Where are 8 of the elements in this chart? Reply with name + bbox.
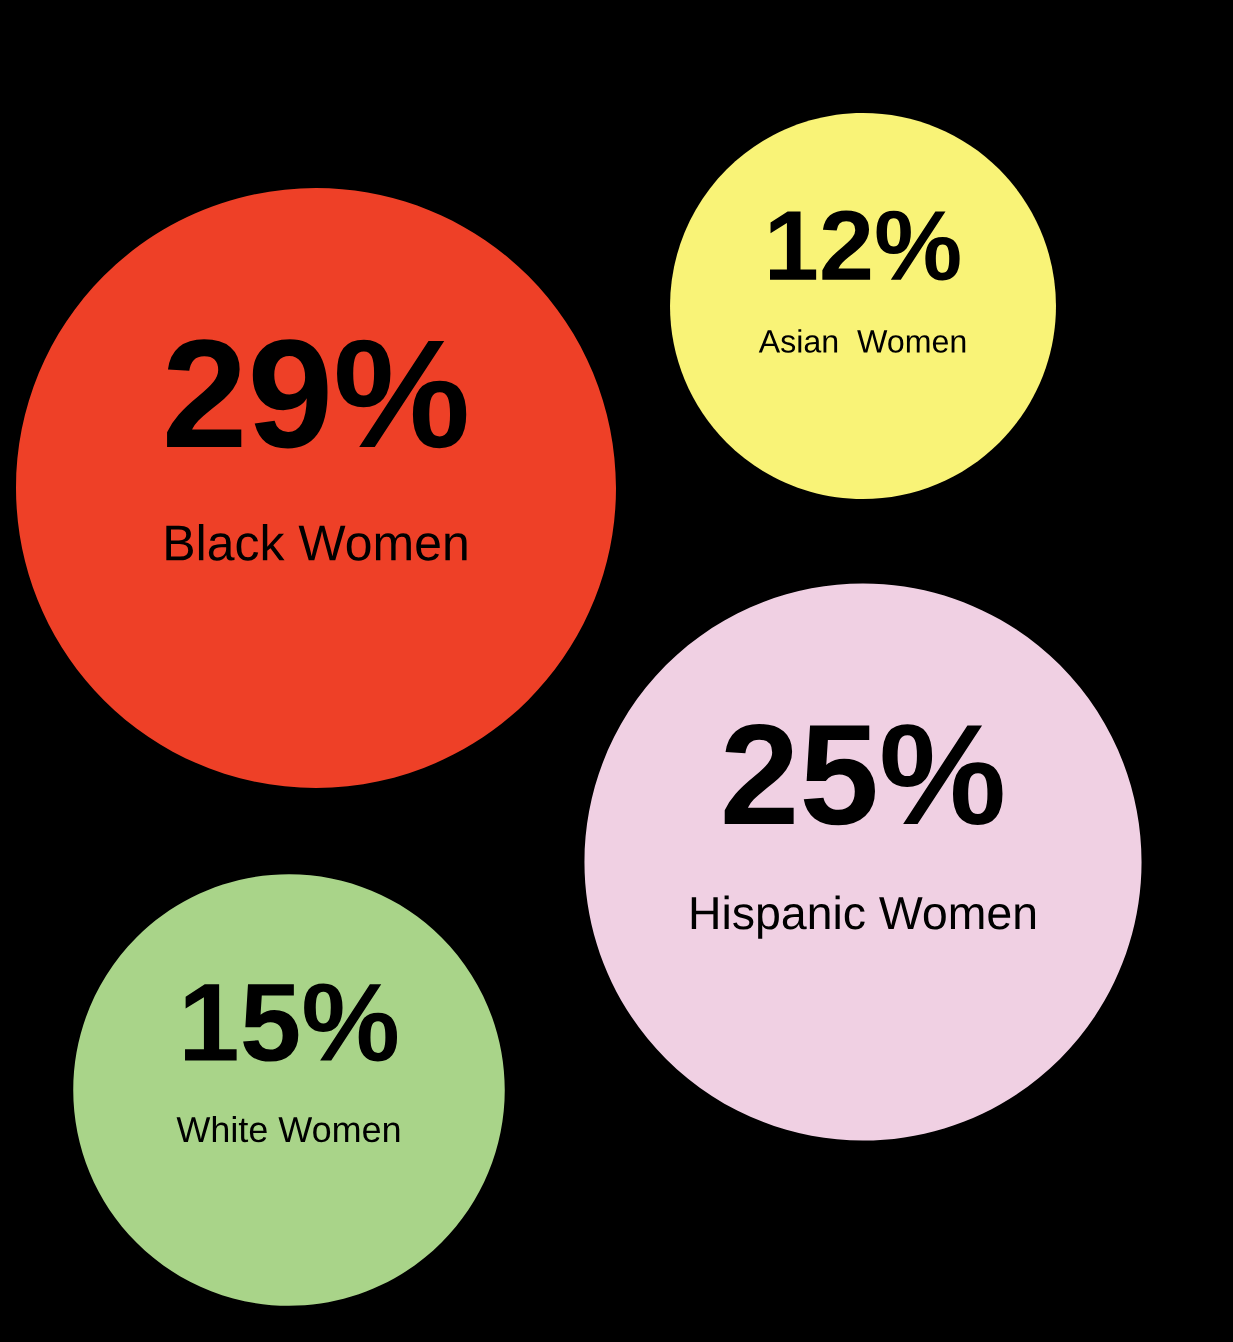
category-label: Hispanic Women xyxy=(691,895,1036,939)
category-label: White Women xyxy=(176,1115,400,1143)
category-label: Asian Women xyxy=(758,329,966,353)
data-label: 12% xyxy=(770,210,960,281)
data-label: 29% xyxy=(167,339,467,449)
category-label: Black Women xyxy=(166,524,467,561)
data-label: 25% xyxy=(724,723,1003,826)
data-label: 15% xyxy=(185,983,398,1062)
